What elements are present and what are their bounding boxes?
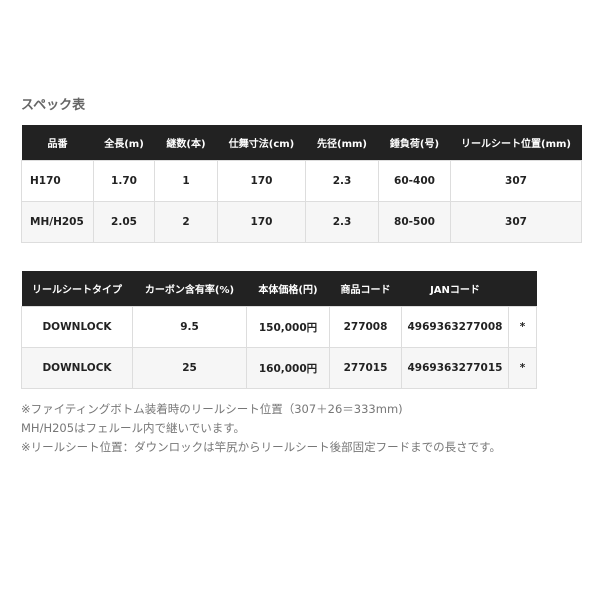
header-cell: リールシート位置(mm) <box>450 125 582 161</box>
cell: DOWNLOCK <box>21 306 133 348</box>
cell: 2 <box>154 201 218 243</box>
cell: 1 <box>154 160 218 202</box>
note: ※リールシート位置：ダウンロックは竿尻からリールシート後部固定フードまでの長さで… <box>21 440 501 454</box>
header-cell: 継数(本) <box>154 125 218 161</box>
cell: 150,000円 <box>246 306 330 348</box>
cell: 60-400 <box>378 160 451 202</box>
table-header-row: 品番 全長(m) 継数(本) 仕舞寸法(cm) 先径(mm) 錘負荷(号) リー… <box>21 125 582 161</box>
price-table: リールシートタイプ カーボン含有率(%) 本体価格(円) 商品コード JANコー… <box>21 271 537 389</box>
cell: 170 <box>217 201 306 243</box>
header-cell: 仕舞寸法(cm) <box>217 125 306 161</box>
table-header-row: リールシートタイプ カーボン含有率(%) 本体価格(円) 商品コード JANコー… <box>21 271 537 307</box>
cell: 170 <box>217 160 306 202</box>
cell: 25 <box>132 347 247 389</box>
note: MH/H205はフェルール内で継いでいます。 <box>21 421 246 435</box>
header-cell: 本体価格(円) <box>246 271 330 307</box>
cell: 4969363277015 <box>401 347 509 389</box>
cell: 2.05 <box>93 201 155 243</box>
page-title: スペック表 <box>21 98 86 113</box>
cell: * <box>508 347 537 389</box>
cell: 2.3 <box>305 160 379 202</box>
cell: 277008 <box>329 306 402 348</box>
table-row: MH/H205 2.05 2 170 2.3 80-500 307 <box>21 201 582 243</box>
header-cell <box>508 271 537 307</box>
cell: MH/H205 <box>21 201 94 243</box>
cell: 2.3 <box>305 201 379 243</box>
cell: 307 <box>450 160 582 202</box>
header-cell: JANコード <box>401 271 509 307</box>
cell: 160,000円 <box>246 347 330 389</box>
header-cell: 品番 <box>21 125 94 161</box>
spec-table: 品番 全長(m) 継数(本) 仕舞寸法(cm) 先径(mm) 錘負荷(号) リー… <box>21 125 582 243</box>
table-row: DOWNLOCK 9.5 150,000円 277008 49693632770… <box>21 306 537 348</box>
cell: * <box>508 306 537 348</box>
table-row: H170 1.70 1 170 2.3 60-400 307 <box>21 160 582 202</box>
cell: 1.70 <box>93 160 155 202</box>
header-cell: カーボン含有率(%) <box>132 271 247 307</box>
header-cell: 錘負荷(号) <box>378 125 451 161</box>
cell: 80-500 <box>378 201 451 243</box>
note: ※ファイティングボトム装着時のリールシート位置（307＋26＝333mm) <box>21 402 403 416</box>
table-row: DOWNLOCK 25 160,000円 277015 496936327701… <box>21 347 537 389</box>
cell: 277015 <box>329 347 402 389</box>
cell: 307 <box>450 201 582 243</box>
notes: ※ファイティングボトム装着時のリールシート位置（307＋26＝333mm) MH… <box>21 400 501 457</box>
header-cell: 全長(m) <box>93 125 155 161</box>
cell: H170 <box>21 160 94 202</box>
cell: DOWNLOCK <box>21 347 133 389</box>
cell: 9.5 <box>132 306 247 348</box>
header-cell: 先径(mm) <box>305 125 379 161</box>
cell: 4969363277008 <box>401 306 509 348</box>
header-cell: リールシートタイプ <box>21 271 133 307</box>
header-cell: 商品コード <box>329 271 402 307</box>
